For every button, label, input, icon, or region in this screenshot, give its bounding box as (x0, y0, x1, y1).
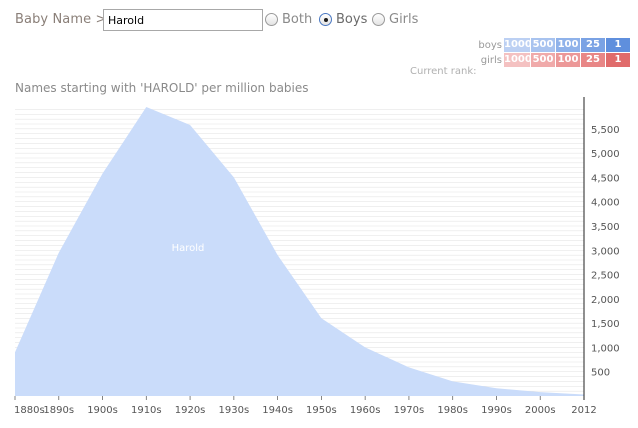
x-tick-label: 1980s (437, 405, 468, 416)
rank-cell-boys-100: 100 (556, 38, 580, 52)
x-tick-label: 1970s (394, 405, 425, 416)
rank-row-boys-label: boys (478, 39, 502, 51)
x-tick-label: 1900s (87, 405, 118, 416)
rank-cell-boys-1: 1 (606, 38, 630, 52)
chart-subtitle: Names starting with 'HAROLD' per million… (15, 81, 309, 95)
rank-cell-girls-25: 25 (581, 53, 605, 67)
rank-cell-girls-100: 100 (556, 53, 580, 67)
y-tick-label: 2,500 (591, 271, 620, 282)
x-tick-label: 1890s (43, 405, 74, 416)
radio-boys[interactable]: Boys (319, 12, 367, 27)
y-tick-label: 2,000 (591, 295, 620, 306)
x-tick-label: 1960s (350, 405, 381, 416)
y-tick-label: 4,000 (591, 198, 620, 209)
rank-row-girls-label: girls (480, 54, 502, 66)
popularity-chart: Harold 500 1,000 1,500 2,000 2,500 3,000 3,500… (14, 97, 620, 416)
radio-both-icon[interactable] (265, 13, 278, 26)
x-tick-label: 2012 (571, 405, 596, 416)
rank-cell-boys-500: 500 (531, 38, 555, 52)
x-tick-label: 1930s (219, 405, 250, 416)
radio-both[interactable]: Both (265, 12, 312, 27)
name-search-input[interactable] (103, 9, 263, 31)
y-tick-label: 3,500 (591, 222, 620, 233)
rank-cell-girls-1000: 1000 (504, 53, 532, 67)
baby-name-label: Baby Name > (15, 12, 107, 27)
radio-girls-label[interactable]: Girls (389, 12, 419, 27)
radio-girls[interactable]: Girls (372, 12, 418, 27)
y-axis-ticks: 500 1,000 1,500 2,000 2,500 3,000 3,500 4,000 4,… (591, 125, 620, 379)
rank-row-girls: girls 1000 500 100 25 1 (474, 53, 631, 67)
current-rank-label: Current rank: (410, 66, 477, 77)
x-tick-label: 1880s (14, 405, 45, 416)
radio-boys-label[interactable]: Boys (336, 12, 368, 27)
area-layer: Harold (15, 107, 584, 396)
x-tick-label: 1950s (306, 405, 337, 416)
y-tick-label: 4,500 (591, 173, 620, 184)
y-tick-label: 500 (591, 368, 610, 379)
area-series-harold[interactable] (15, 107, 584, 396)
radio-girls-icon[interactable] (372, 13, 385, 26)
controls-bar: Baby Name > Both Boys Girls (15, 8, 635, 34)
rank-cell-boys-25: 25 (581, 38, 605, 52)
rank-cell-girls-1: 1 (606, 53, 630, 67)
rank-cell-boys-1000: 1000 (504, 38, 532, 52)
x-tick-label: 1910s (131, 405, 162, 416)
rank-row-boys: boys 1000 500 100 25 1 (474, 38, 631, 52)
rank-cell-girls-500: 500 (531, 53, 555, 67)
x-tick-label: 2000s (525, 405, 556, 416)
y-tick-label: 5,500 (591, 125, 620, 136)
y-tick-label: 3,000 (591, 246, 620, 257)
x-tick-label: 1920s (175, 405, 206, 416)
y-tick-label: 5,000 (591, 149, 620, 160)
y-tick-label: 1,500 (591, 319, 620, 330)
y-tick-label: 1,000 (591, 343, 620, 354)
series-label: Harold (172, 243, 205, 254)
radio-both-label[interactable]: Both (282, 12, 313, 27)
x-tick-label: 1940s (262, 405, 293, 416)
radio-boys-icon[interactable] (319, 13, 332, 26)
x-tick-label: 1990s (481, 405, 512, 416)
